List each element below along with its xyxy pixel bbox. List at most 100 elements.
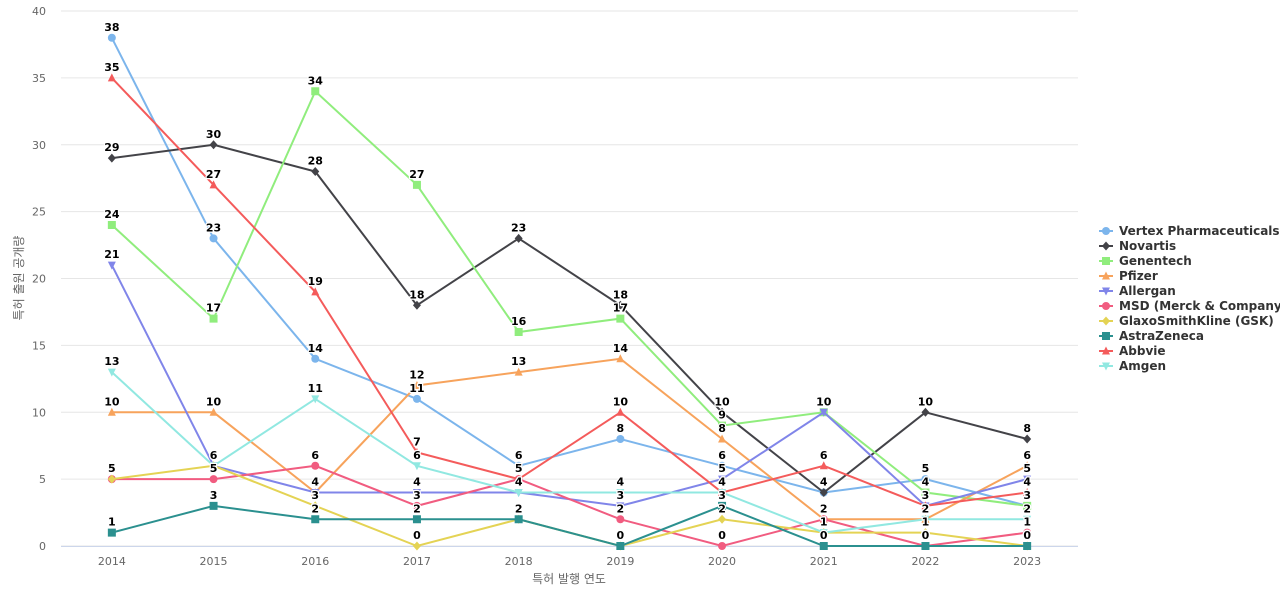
data-point[interactable] xyxy=(311,287,320,296)
legend-item[interactable]: Novartis xyxy=(1099,239,1176,253)
data-point[interactable] xyxy=(1023,542,1032,550)
data-point[interactable] xyxy=(107,73,116,82)
data-point[interactable] xyxy=(921,501,930,510)
data-point[interactable] xyxy=(718,489,727,497)
legend[interactable]: Vertex PharmaceuticalsNovartisGenentechP… xyxy=(1099,224,1280,373)
data-point[interactable] xyxy=(412,300,421,310)
data-point[interactable] xyxy=(311,354,320,363)
data-point[interactable] xyxy=(311,167,320,176)
data-point[interactable] xyxy=(1023,461,1032,470)
data-point[interactable] xyxy=(209,140,218,150)
legend-item[interactable]: GlaxoSmithKline (GSK) xyxy=(1099,314,1274,328)
data-point[interactable] xyxy=(107,474,116,484)
data-point[interactable] xyxy=(107,528,116,537)
legend-marker[interactable] xyxy=(1102,302,1110,310)
data-point[interactable] xyxy=(514,489,523,497)
data-point[interactable] xyxy=(819,408,828,417)
legend-item[interactable]: Abbvie xyxy=(1099,344,1166,358)
legend-marker[interactable] xyxy=(1102,316,1110,326)
data-point[interactable] xyxy=(412,489,421,497)
data-point[interactable] xyxy=(616,489,625,497)
legend-marker[interactable] xyxy=(1102,362,1110,371)
data-point[interactable] xyxy=(107,153,116,163)
data-point[interactable] xyxy=(412,381,421,389)
data-point[interactable] xyxy=(514,233,523,243)
legend-marker[interactable] xyxy=(1102,241,1110,251)
legend-item[interactable]: MSD (Merck & Company) xyxy=(1099,299,1280,313)
data-point[interactable] xyxy=(921,515,930,524)
data-point[interactable] xyxy=(921,407,930,417)
data-point[interactable] xyxy=(616,407,625,416)
data-point[interactable] xyxy=(412,501,421,510)
data-point[interactable] xyxy=(1023,488,1032,496)
data-point[interactable] xyxy=(209,407,218,416)
legend-marker[interactable] xyxy=(1102,257,1110,265)
data-point[interactable] xyxy=(412,541,421,551)
data-point[interactable] xyxy=(107,407,116,416)
legend-item[interactable]: Genentech xyxy=(1099,254,1192,268)
data-point[interactable] xyxy=(921,528,930,538)
data-point[interactable] xyxy=(718,475,727,484)
legend-item[interactable]: Pfizer xyxy=(1099,269,1158,283)
data-point[interactable] xyxy=(311,395,320,404)
data-point[interactable] xyxy=(718,501,727,510)
data-point[interactable] xyxy=(311,87,320,96)
data-point[interactable] xyxy=(209,475,218,484)
data-point[interactable] xyxy=(718,461,727,470)
data-point[interactable] xyxy=(616,502,625,511)
legend-marker[interactable] xyxy=(1102,227,1110,235)
data-point[interactable] xyxy=(616,314,625,323)
data-point[interactable] xyxy=(412,447,421,456)
legend-marker[interactable] xyxy=(1102,346,1110,355)
data-point[interactable] xyxy=(514,474,523,483)
data-point[interactable] xyxy=(412,180,421,189)
data-point[interactable] xyxy=(616,515,625,524)
data-point[interactable] xyxy=(616,542,625,550)
data-point[interactable] xyxy=(514,328,523,336)
data-point[interactable] xyxy=(209,180,218,189)
data-point[interactable] xyxy=(209,462,218,471)
data-point[interactable] xyxy=(311,515,320,524)
legend-marker[interactable] xyxy=(1102,287,1110,296)
data-point[interactable] xyxy=(1023,515,1032,524)
data-point[interactable] xyxy=(616,354,625,363)
data-point[interactable] xyxy=(718,542,727,550)
data-point[interactable] xyxy=(311,461,320,470)
data-point[interactable] xyxy=(921,488,930,497)
data-point[interactable] xyxy=(616,435,625,443)
data-point[interactable] xyxy=(921,475,930,484)
data-point[interactable] xyxy=(819,542,828,550)
data-point[interactable] xyxy=(1023,501,1032,510)
data-point[interactable] xyxy=(107,221,116,229)
data-point[interactable] xyxy=(514,461,523,470)
data-point[interactable] xyxy=(412,515,421,524)
legend-item[interactable]: Vertex Pharmaceuticals xyxy=(1099,224,1280,238)
data-point[interactable] xyxy=(819,515,828,524)
legend-marker[interactable] xyxy=(1102,332,1110,340)
legend-marker[interactable] xyxy=(1102,271,1110,280)
data-point[interactable] xyxy=(209,501,218,510)
legend-item[interactable]: AstraZeneca xyxy=(1099,329,1204,343)
data-point[interactable] xyxy=(514,515,523,524)
data-point[interactable] xyxy=(412,462,421,471)
data-point[interactable] xyxy=(819,461,828,470)
data-point[interactable] xyxy=(311,501,320,511)
data-point[interactable] xyxy=(616,300,625,310)
data-point[interactable] xyxy=(718,407,727,417)
data-point[interactable] xyxy=(819,529,828,538)
data-point[interactable] xyxy=(718,434,727,443)
data-point[interactable] xyxy=(311,489,320,497)
data-point[interactable] xyxy=(209,314,218,323)
data-point[interactable] xyxy=(718,514,727,524)
legend-item[interactable]: Allergan xyxy=(1099,284,1176,298)
data-point[interactable] xyxy=(412,394,421,403)
data-point[interactable] xyxy=(819,488,828,497)
data-point[interactable] xyxy=(1023,475,1032,484)
data-point[interactable] xyxy=(209,234,218,243)
data-point[interactable] xyxy=(718,421,727,430)
data-point[interactable] xyxy=(107,368,116,377)
legend-item[interactable]: Amgen xyxy=(1099,359,1166,373)
data-point[interactable] xyxy=(921,542,930,550)
data-point[interactable] xyxy=(107,33,116,42)
data-point[interactable] xyxy=(1023,528,1032,537)
